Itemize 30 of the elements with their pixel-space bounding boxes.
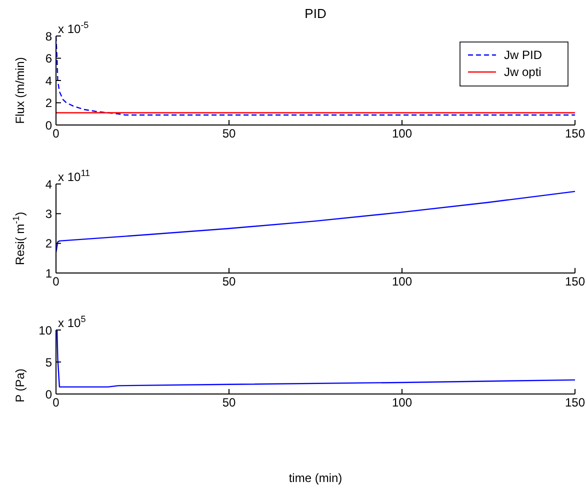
y-tick-label: 2 [45, 236, 52, 251]
legend-label: Jw opti [504, 65, 542, 79]
y-axis-title: Flux (m/min) [13, 57, 27, 124]
y-tick-label: 8 [45, 29, 52, 44]
legend-label: Jw PID [504, 48, 542, 62]
x-tick-label: 50 [222, 396, 236, 410]
line-series [56, 330, 575, 388]
x-tick-label: 100 [392, 126, 412, 141]
annotation: x 10$^{-5}$ [58, 20, 89, 36]
x-tick-label: 150 [564, 274, 586, 289]
annotation: x 10$^{11}$ [58, 168, 90, 184]
y-tick-label: 5 [45, 355, 52, 370]
annotation: x 10$^{5}$ [58, 314, 86, 330]
x-tick-label: 150 [564, 396, 586, 410]
y-tick-label: 4 [45, 74, 52, 88]
x-axis-title: time (min) [288, 471, 342, 485]
y-tick-label: 6 [45, 52, 52, 66]
y-tick-label: 4 [45, 177, 52, 192]
y-tick-label: 1 [45, 266, 52, 280]
y-tick-label: 2 [45, 96, 52, 110]
x-tick-label: 100 [392, 396, 412, 410]
x-tick-label: 50 [222, 126, 236, 141]
x-tick-label: 50 [222, 274, 236, 289]
line-series [56, 190, 575, 253]
chart-title: PID [304, 6, 326, 21]
y-tick-label: 3 [45, 206, 52, 221]
x-tick-label: 100 [392, 274, 412, 289]
x-tick-label: 150 [564, 126, 586, 141]
y-axis-title: P (Pa) [13, 368, 27, 402]
y-tick-label: 10 [38, 323, 52, 338]
